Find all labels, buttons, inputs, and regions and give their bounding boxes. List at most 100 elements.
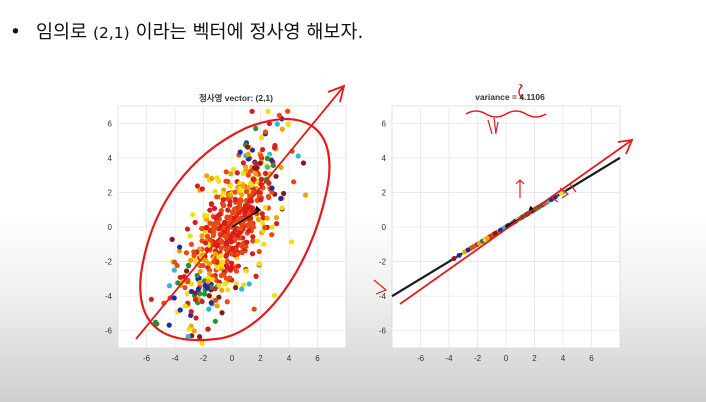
- data-point: [184, 291, 191, 297]
- projected-point: [456, 252, 462, 258]
- data-point: [203, 225, 209, 231]
- x-tick-label: -6: [417, 354, 425, 363]
- data-point: [266, 194, 272, 201]
- data-point: [250, 176, 256, 182]
- data-point: [229, 251, 235, 257]
- data-point: [244, 239, 250, 245]
- data-point: [278, 164, 284, 171]
- data-point: [278, 195, 284, 202]
- data-point: [253, 171, 259, 177]
- hand-drawn-ellipse: [139, 118, 331, 342]
- data-point: [269, 185, 275, 191]
- data-point: [194, 272, 200, 279]
- data-point: [169, 236, 175, 242]
- data-point: [223, 241, 229, 247]
- data-point: [288, 239, 295, 245]
- data-point: [264, 164, 271, 170]
- data-point: [183, 268, 190, 274]
- data-point: [224, 214, 230, 220]
- data-point: [246, 281, 252, 287]
- data-point: [300, 160, 307, 166]
- data-point: [233, 281, 239, 287]
- data-point: [285, 121, 291, 127]
- data-point: [209, 175, 215, 181]
- slide-bullet-text: • 임의로 (2,1) 이라는 벡터에 정사영 해보자.: [10, 18, 363, 48]
- x-tick-label: 0: [504, 354, 509, 363]
- y-tick-label: 2: [382, 188, 387, 197]
- data-point: [197, 279, 203, 286]
- y-tick-label: 2: [108, 188, 113, 197]
- data-point: [227, 192, 233, 198]
- data-point: [186, 326, 192, 332]
- data-point: [261, 241, 267, 247]
- data-point: [249, 251, 256, 257]
- data-point: [220, 197, 226, 203]
- data-point: [245, 151, 251, 157]
- x-tick-label: -2: [200, 354, 208, 363]
- x-tick-label: 0: [230, 354, 235, 363]
- data-point: [216, 254, 222, 260]
- data-point: [205, 326, 211, 332]
- data-point: [185, 333, 191, 340]
- data-point: [230, 245, 236, 252]
- data-point: [182, 285, 188, 291]
- data-point: [208, 300, 214, 306]
- data-point: [258, 135, 265, 141]
- data-point: [202, 240, 209, 246]
- x-tick-label: -4: [171, 354, 179, 363]
- data-point: [227, 275, 233, 281]
- projected-point: [476, 241, 482, 246]
- data-point: [238, 225, 244, 232]
- data-point: [245, 172, 251, 178]
- y-tick-label: 0: [108, 223, 113, 232]
- data-point: [253, 125, 259, 132]
- data-point: [216, 294, 222, 300]
- x-tick-label: -2: [474, 354, 482, 363]
- data-point: [206, 261, 213, 267]
- right-plot-title: variance = 4.1106: [475, 92, 545, 102]
- data-point: [201, 278, 208, 284]
- data-point: [242, 164, 249, 170]
- y-tick-label: -4: [105, 292, 113, 301]
- data-point: [191, 328, 197, 334]
- data-point: [249, 182, 255, 188]
- data-point: [264, 215, 270, 221]
- data-point: [212, 318, 218, 324]
- data-point: [210, 227, 216, 233]
- data-point: [196, 334, 203, 340]
- data-point: [254, 238, 261, 244]
- x-tick-label: 4: [287, 354, 292, 363]
- data-point: [237, 149, 243, 155]
- y-tick-label: -6: [379, 327, 387, 336]
- data-point: [272, 142, 278, 149]
- y-tick-label: 4: [382, 154, 387, 163]
- data-point: [187, 233, 193, 239]
- data-point: [200, 262, 206, 269]
- projected-point: [558, 191, 564, 197]
- data-point: [258, 153, 264, 159]
- data-point: [195, 286, 201, 292]
- data-point: [190, 211, 196, 218]
- data-point: [269, 224, 275, 230]
- data-point: [232, 285, 239, 291]
- data-point: [265, 108, 271, 114]
- data-point: [192, 297, 199, 303]
- data-point: [260, 146, 266, 153]
- data-point: [221, 272, 227, 278]
- data-point: [222, 281, 228, 287]
- x-tick-label: -4: [445, 354, 453, 363]
- y-tick-label: -2: [105, 258, 113, 267]
- projected-point: [451, 256, 457, 261]
- data-point: [224, 299, 230, 305]
- y-tick-label: 6: [382, 119, 387, 128]
- data-point: [207, 207, 213, 213]
- data-point: [166, 322, 172, 328]
- bullet-text-after: 이라는 벡터에 정사영 해보자.: [129, 22, 364, 43]
- data-point: [228, 260, 235, 266]
- data-point: [171, 267, 177, 273]
- data-point: [208, 201, 215, 207]
- data-point: [274, 121, 280, 127]
- left-plot-title: 정사영 vector: (2,1): [198, 93, 273, 103]
- data-point: [206, 306, 212, 312]
- hand-drawn-underline: [465, 110, 547, 118]
